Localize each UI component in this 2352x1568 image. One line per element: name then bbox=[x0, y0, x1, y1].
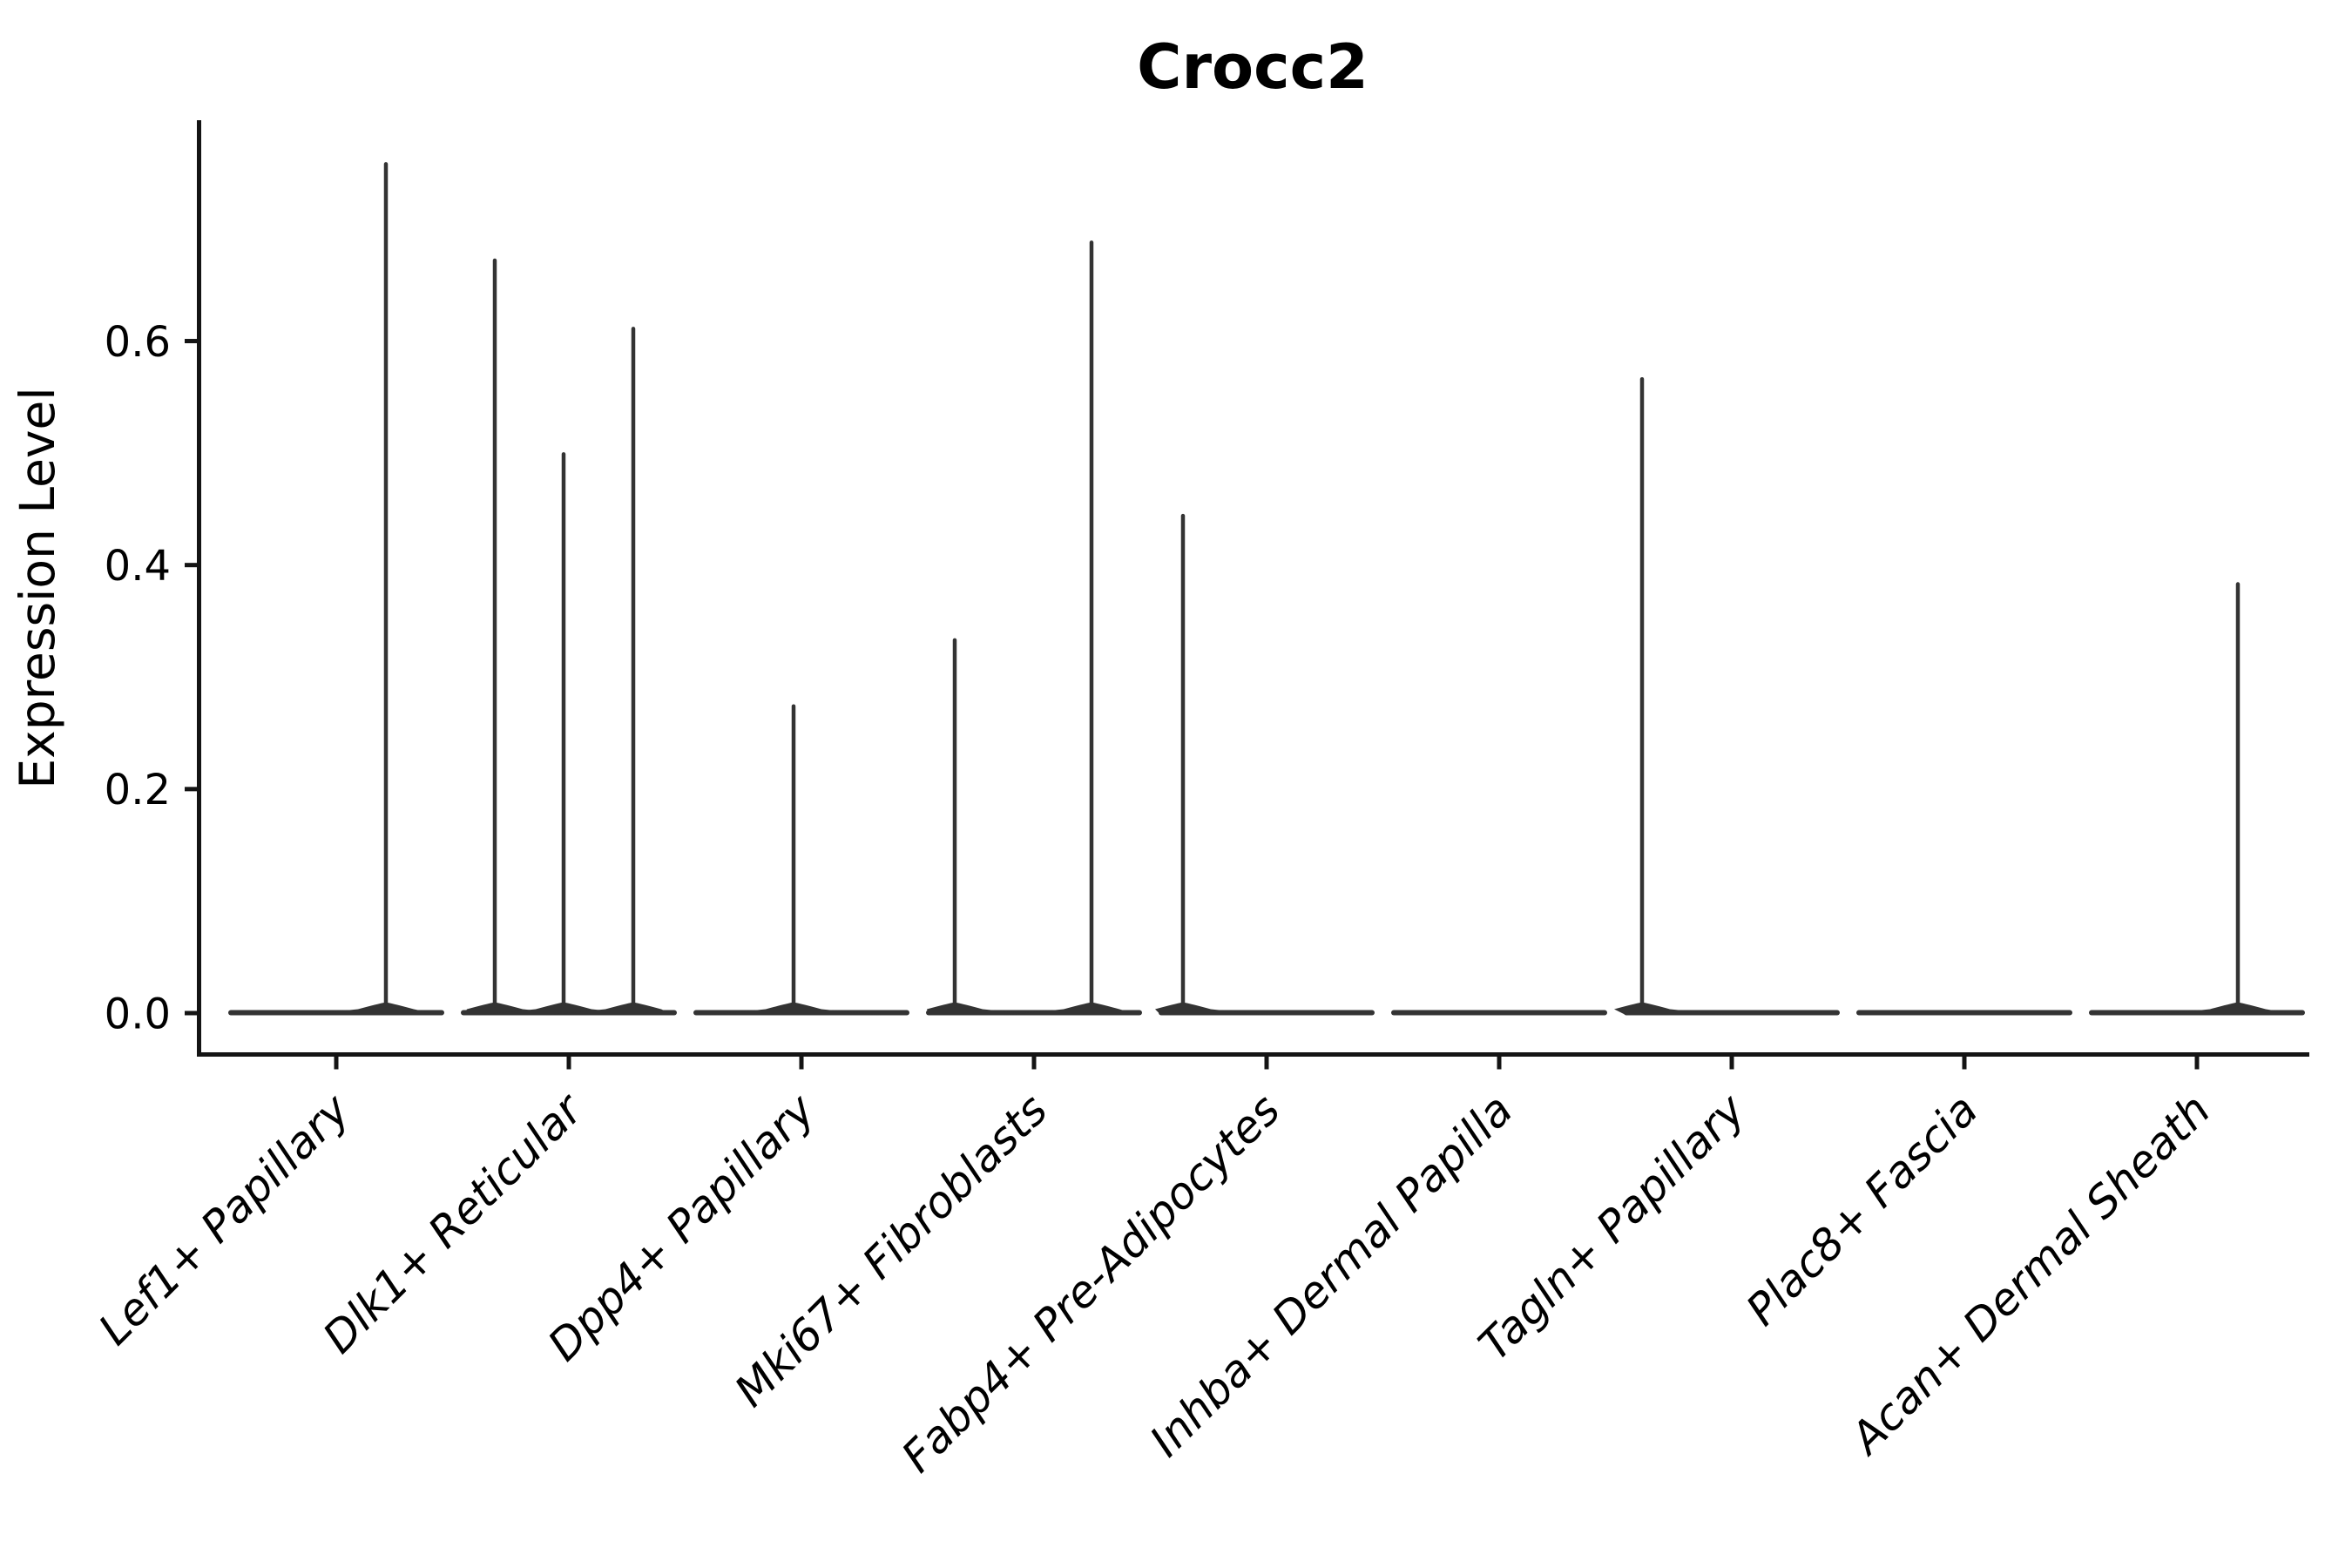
y-tick-label: 0.6 bbox=[105, 318, 171, 367]
chart-title: Crocc2 bbox=[1137, 31, 1369, 103]
violin-flare bbox=[299, 1002, 442, 1016]
y-tick-label: 0.4 bbox=[105, 542, 171, 591]
violin-flare bbox=[1004, 1002, 1139, 1016]
x-tick-label: Lef1+ Papillary bbox=[89, 1084, 360, 1355]
y-tick-label: 0.2 bbox=[105, 766, 171, 814]
y-axis-label: Expression Level bbox=[10, 387, 65, 788]
violin-flare bbox=[706, 1002, 881, 1016]
violin-flare bbox=[2151, 1002, 2302, 1016]
x-tick-label: Plac8+ Fascia bbox=[1737, 1085, 1988, 1335]
violin-flare bbox=[546, 1002, 674, 1016]
y-tick-label: 0.0 bbox=[105, 990, 171, 1038]
x-tick-label: Fabp4+ Pre-Adipocytes bbox=[892, 1085, 1290, 1483]
